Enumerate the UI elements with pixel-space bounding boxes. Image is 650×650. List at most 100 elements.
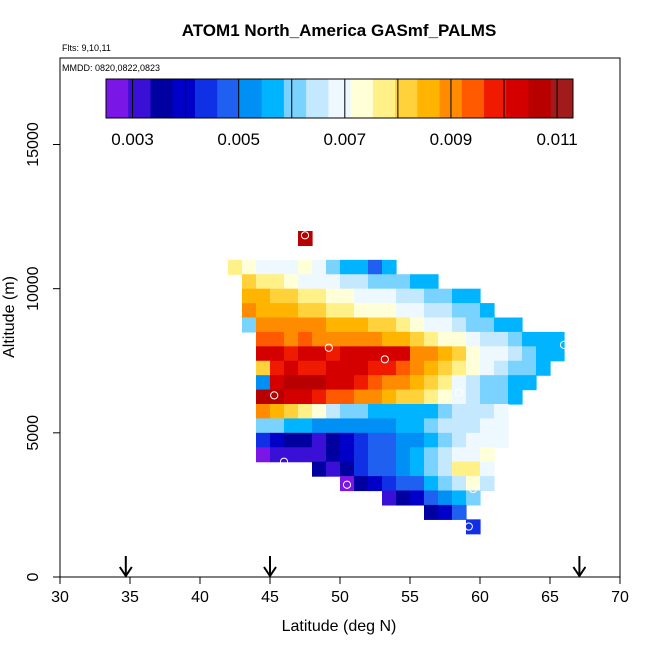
- heatmap-cell: [298, 259, 313, 275]
- heatmap-cell: [410, 375, 425, 391]
- heatmap-cell: [354, 259, 369, 275]
- heatmap-cell: [382, 303, 397, 319]
- colorbar-segment: [172, 79, 196, 118]
- heatmap-cell: [354, 274, 369, 290]
- sample-marker: [559, 340, 569, 349]
- heatmap-cell: [354, 331, 369, 347]
- heatmap-cell: [466, 346, 481, 362]
- heatmap-cell: [354, 432, 369, 448]
- heatmap-cell: [424, 317, 439, 333]
- heatmap-cell: [396, 476, 411, 492]
- heatmap-cell: [354, 418, 369, 434]
- colorbar-segment: [328, 79, 352, 118]
- heatmap-cell: [536, 360, 551, 376]
- heatmap-cell: [466, 447, 481, 463]
- heatmap-cell: [396, 418, 411, 434]
- heatmap-cell: [340, 389, 355, 405]
- heatmap-cell: [452, 303, 467, 319]
- colorbar-segment: [194, 79, 218, 118]
- colorbar-tick-label: 0.003: [111, 130, 154, 149]
- heatmap-cell: [466, 476, 481, 492]
- heatmap-cell: [466, 303, 481, 319]
- heatmap-cell: [396, 303, 411, 319]
- heatmap-cell: [326, 418, 341, 434]
- heatmap-cell: [312, 288, 327, 304]
- colorbar-segment: [239, 79, 263, 118]
- heatmap-cell: [424, 346, 439, 362]
- heatmap-cell: [326, 447, 341, 463]
- heatmap-cell: [508, 360, 523, 376]
- heatmap-cell: [340, 303, 355, 319]
- heatmap-cell: [438, 418, 453, 434]
- x-tick-label: 65: [541, 589, 559, 606]
- heatmap-cell: [354, 360, 369, 376]
- colorbar-segment: [417, 79, 441, 118]
- heatmap-cell: [424, 447, 439, 463]
- heatmap-cell: [382, 274, 397, 290]
- heatmap-cell: [312, 317, 327, 333]
- heatmap-cell: [256, 389, 271, 405]
- heatmap-cell: [354, 447, 369, 463]
- heatmap-cell: [452, 490, 467, 506]
- heatmap-cell: [368, 303, 383, 319]
- heatmap-cell: [382, 346, 397, 362]
- sample-marker: [380, 355, 389, 364]
- heatmap-cell: [326, 389, 341, 405]
- sample-marker: [342, 480, 352, 489]
- heatmap-cell: [438, 375, 453, 391]
- heatmap-cell: [368, 418, 383, 434]
- heatmap-cell: [312, 447, 327, 463]
- heatmap-cell: [438, 288, 453, 304]
- colorbar-tick-label: 0.007: [324, 130, 367, 149]
- heatmap-cell: [424, 274, 439, 290]
- heatmap-cell: [298, 375, 313, 391]
- x-tick-label: 70: [611, 589, 629, 606]
- heatmap-cell: [326, 288, 341, 304]
- heatmap-cell: [256, 317, 271, 333]
- heatmap-cell: [466, 404, 481, 420]
- heatmap-cell: [424, 504, 439, 520]
- heatmap-cell: [256, 447, 271, 463]
- heatmap-cell: [326, 317, 341, 333]
- sample-markers: [270, 231, 569, 531]
- heatmap-cell: [410, 389, 425, 405]
- heatmap-cell: [312, 346, 327, 362]
- heatmap-cell: [424, 331, 439, 347]
- heatmap-cell: [256, 288, 271, 304]
- heatmap-cell: [424, 288, 439, 304]
- heatmap-cell: [466, 360, 481, 376]
- colorbar-ticks: 0.003 0.005 0.007 0.009 0.011: [111, 130, 577, 149]
- heatmap-cell: [340, 432, 355, 448]
- heatmap-cell: [396, 317, 411, 333]
- x-tick-label: 40: [191, 589, 209, 606]
- heatmap-cell: [508, 331, 523, 347]
- flight-arrows: [118, 556, 587, 578]
- heatmap-cell: [256, 360, 271, 376]
- heatmap-cell: [396, 288, 411, 304]
- heatmap-cell: [270, 447, 285, 463]
- heatmap-cell: [438, 504, 453, 520]
- heatmap-cell: [494, 346, 509, 362]
- heatmap-cell: [410, 346, 425, 362]
- colorbar-segment: [461, 79, 485, 118]
- heatmap-cell: [368, 360, 383, 376]
- heatmap-cell: [396, 447, 411, 463]
- heatmap-cell: [228, 259, 243, 275]
- heatmap-cell: [382, 331, 397, 347]
- heatmap-cell: [326, 404, 341, 420]
- heatmap-cell: [340, 418, 355, 434]
- heatmap-cell: [396, 389, 411, 405]
- colorbar-segment: [484, 79, 507, 118]
- heatmap-cell: [256, 404, 271, 420]
- colorbar-tick-label: 0.005: [217, 130, 260, 149]
- heatmap-cell: [382, 461, 397, 477]
- heatmap-cell: [466, 461, 481, 477]
- heatmap-cell: [242, 288, 257, 304]
- heatmap-cell: [382, 317, 397, 333]
- heatmap-cell: [340, 447, 355, 463]
- heatmap-cell: [242, 274, 257, 290]
- heatmap-cell: [438, 317, 453, 333]
- heatmap-cell: [242, 303, 257, 319]
- heatmap-cell: [326, 375, 341, 391]
- heatmap-cell: [382, 360, 397, 376]
